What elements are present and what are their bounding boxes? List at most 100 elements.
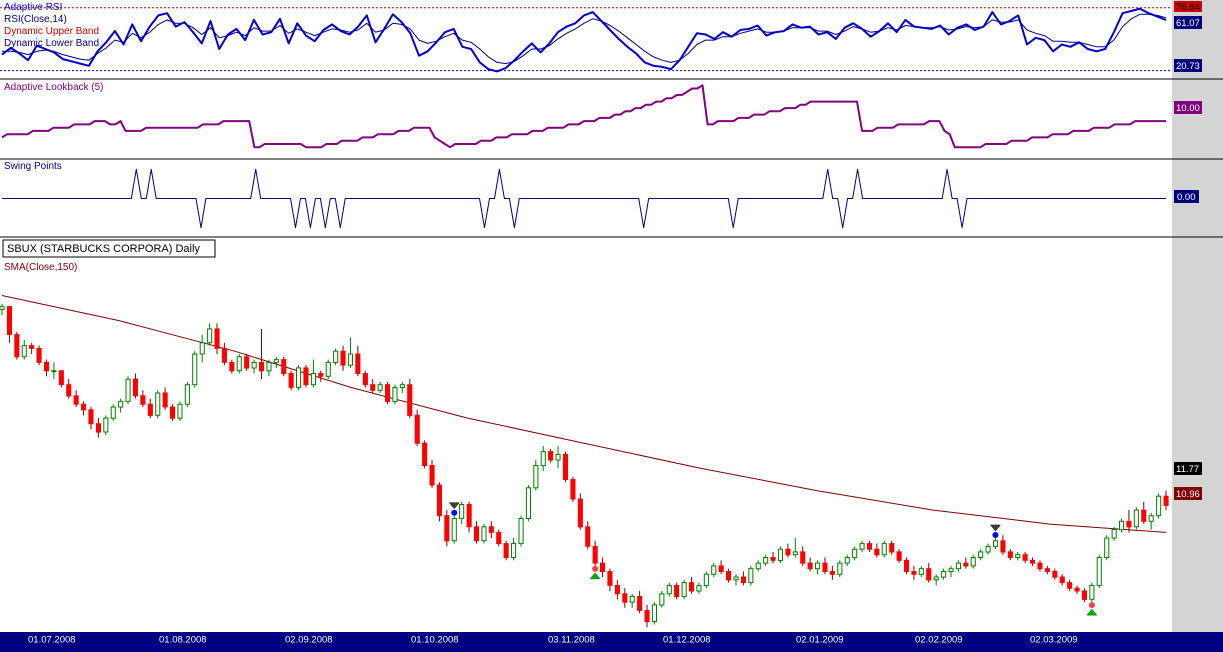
swing-top-dot [451, 509, 458, 516]
legend-adaptive-lookback: Adaptive Lookback (5) [4, 82, 104, 93]
candle-body [592, 545, 598, 564]
candle-body [637, 596, 643, 611]
candle-body [807, 562, 813, 570]
tag-swing: 0.00 [1177, 192, 1196, 203]
candle-body [622, 593, 628, 603]
candle-body [377, 384, 383, 391]
legend-swing-points: Swing Points [4, 161, 62, 172]
adaptive-lookback-pane [1, 84, 1166, 149]
candle-body [792, 551, 798, 556]
candle-body [1081, 590, 1088, 600]
candle-body [600, 562, 606, 572]
candle-body [829, 571, 835, 575]
candle-body [777, 548, 784, 561]
candle-body [703, 573, 709, 586]
candle-body [926, 568, 932, 581]
swing-top-marker [448, 502, 460, 510]
candle-body [859, 543, 865, 550]
candle-body [1037, 562, 1043, 570]
date-label: 03.11.2008 [548, 635, 595, 646]
candle-body [1059, 576, 1065, 584]
candle-body [993, 540, 999, 547]
candle-body [81, 403, 87, 411]
candle-body [1126, 520, 1132, 528]
candle-body [755, 562, 761, 570]
candle-body [488, 526, 494, 533]
tag-lookback-bg [1174, 101, 1202, 114]
price-pane [0, 295, 1169, 628]
candle-body [184, 384, 190, 405]
candle-body [1074, 587, 1080, 592]
candle-body [533, 465, 539, 489]
candle-body [0, 306, 5, 310]
candle-body [577, 498, 583, 528]
tag-swing-bg [1174, 190, 1199, 203]
candle-body [370, 384, 376, 391]
candle-body [51, 370, 57, 373]
candle-body [214, 328, 220, 349]
candle-body [748, 568, 754, 584]
candle-body [125, 378, 131, 402]
candle-body [451, 518, 457, 542]
candle-body [770, 557, 776, 561]
candle-body [607, 571, 613, 586]
candle-body [155, 392, 161, 416]
swing-points-line [2, 168, 1166, 229]
candle-body [207, 328, 213, 344]
tag-lookback: 10.00 [1176, 103, 1200, 114]
candle-body [140, 395, 146, 405]
legend-adaptive-rsi: Adaptive RSI [4, 2, 62, 13]
candle-body [948, 568, 954, 573]
candle-body [822, 562, 828, 572]
candle-body [385, 384, 391, 402]
candle-body [674, 584, 680, 598]
candle-body [1052, 571, 1058, 578]
candle-body [273, 359, 279, 363]
candle-body [540, 451, 546, 467]
candle-body [496, 531, 502, 545]
candle-body [73, 395, 79, 405]
rsi-close-14-line [2, 13, 1167, 65]
candle-body [1067, 582, 1073, 589]
candle-body [88, 409, 94, 425]
candle-body [58, 370, 64, 386]
candle-body [955, 562, 962, 570]
candle-body [881, 543, 887, 556]
candle-body [1141, 509, 1147, 522]
candle-body [904, 559, 910, 572]
candle-body [978, 551, 984, 559]
candle-body [718, 565, 724, 573]
candle-body [288, 373, 294, 388]
tag-upper-band: 76.84 [1176, 2, 1200, 13]
candle-body [933, 576, 939, 581]
candle-body [355, 353, 361, 374]
candle-body [659, 593, 665, 606]
adaptive-lookback-line [1, 84, 1166, 149]
date-label: 01.10.2008 [411, 635, 459, 646]
tag-lower-band: 20.73 [1176, 61, 1200, 72]
candle-body [1007, 551, 1013, 559]
candle-body [918, 568, 924, 575]
candle-body [874, 548, 880, 556]
candle-body [310, 373, 316, 386]
date-axis-bar [0, 632, 1223, 652]
candle-body [199, 342, 205, 355]
candle-body [711, 565, 717, 575]
candle-body [963, 562, 969, 567]
price-scale-bg [1172, 0, 1223, 632]
candle-body [281, 359, 287, 375]
date-label: 01.12.2008 [663, 635, 711, 646]
candle-body [340, 350, 346, 366]
candle-body [481, 526, 487, 542]
date-label: 01.08.2008 [159, 635, 207, 646]
date-label: 02.03.2009 [1030, 635, 1078, 646]
candle-body [1156, 495, 1162, 517]
tag-rsi-value: 61.07 [1176, 18, 1200, 29]
candle-body [1044, 568, 1050, 573]
date-label: 02.02.2009 [915, 635, 963, 646]
candle-body [236, 356, 242, 372]
swing-points-pane [2, 168, 1166, 229]
symbol-title-box[interactable] [2, 239, 216, 258]
candle-body [681, 582, 687, 597]
